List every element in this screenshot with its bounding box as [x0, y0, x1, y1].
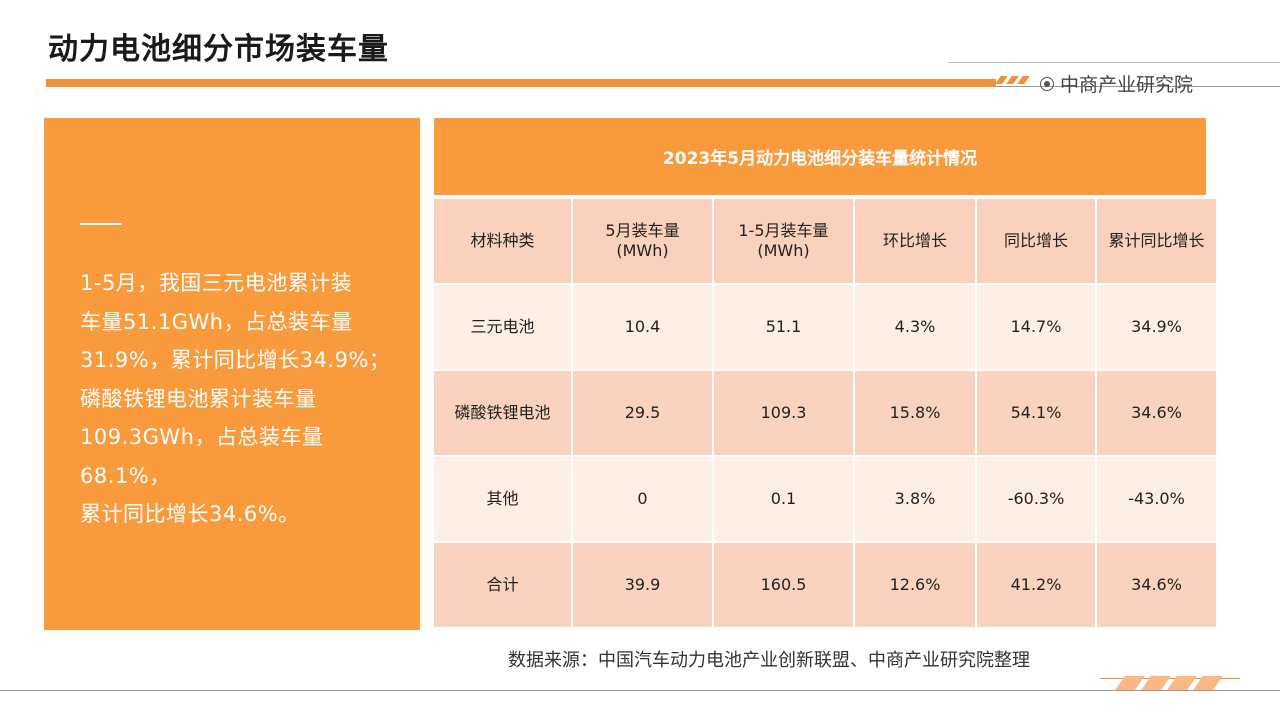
footer-accent-line	[1100, 678, 1240, 679]
table-cell: 3.8%	[855, 457, 975, 541]
title-rule	[996, 86, 1280, 87]
stats-table: 2023年5月动力电池细分装车量统计情况 材料种类 5月装车量 (MWh) 1-5…	[434, 118, 1216, 627]
brand-circle-icon	[1040, 76, 1054, 91]
table-cell: 其他	[434, 457, 571, 541]
table-cell: 15.8%	[855, 371, 975, 455]
table-cell: 14.7%	[977, 285, 1095, 369]
table-header-cell: 累计同比增长	[1097, 199, 1216, 283]
table-cell: 160.5	[714, 543, 853, 627]
table-cell: 10.4	[573, 285, 712, 369]
summary-text: 1-5月，我国三元电池累计装 车量51.1GWh，占总装车量 31.9%，累计同…	[80, 264, 394, 534]
table-header-cell: 1-5月装车量 (MWh)	[714, 199, 853, 283]
table-header-cell: 同比增长	[977, 199, 1095, 283]
summary-dash	[80, 223, 122, 225]
header-label: 同比增长	[1003, 231, 1068, 250]
table-cell: 34.9%	[1097, 285, 1216, 369]
data-source-note: 数据来源：中国汽车动力电池产业创新联盟、中商产业研究院整理	[508, 650, 1030, 671]
header-label: 5月装车量 (MWh)	[605, 221, 680, 260]
table-grid: 材料种类 5月装车量 (MWh) 1-5月装车量 (MWh) 环比增长 同比增长 累…	[434, 199, 1216, 627]
header-label: 环比增长	[882, 231, 947, 250]
table-cell: 12.6%	[855, 543, 975, 627]
summary-line: 磷酸铁锂电池累计装车量	[80, 386, 317, 411]
summary-line: 109.3GWh，占总装车量68.1%，	[80, 425, 324, 488]
brand-logo: 中商产业研究院	[1040, 70, 1193, 97]
summary-line: 1-5月，我国三元电池累计装	[80, 271, 353, 295]
title-thin-rule	[948, 62, 1280, 63]
header-label: 累计同比增长	[1108, 231, 1205, 250]
summary-line: 31.9%，累计同比增长34.9%；	[80, 348, 391, 372]
table-title: 2023年5月动力电池细分装车量统计情况	[434, 118, 1206, 195]
table-cell: 41.2%	[977, 543, 1095, 627]
table-header-cell: 5月装车量 (MWh)	[573, 199, 712, 283]
table-cell: -60.3%	[977, 457, 1095, 541]
summary-line: 累计同比增长34.6%。	[80, 502, 300, 526]
brand-name: 中商产业研究院	[1060, 74, 1194, 96]
table-cell: -43.0%	[1097, 457, 1216, 541]
table-cell: 34.6%	[1097, 543, 1216, 627]
table-header-cell: 材料种类	[434, 199, 571, 283]
table-header-cell: 环比增长	[855, 199, 975, 283]
footer-rule	[0, 690, 1280, 691]
table-cell: 三元电池	[434, 285, 571, 369]
title-underline	[46, 79, 996, 87]
header-label: 1-5月装车量 (MWh)	[738, 221, 829, 260]
table-cell: 109.3	[714, 371, 853, 455]
table-cell: 34.6%	[1097, 371, 1216, 455]
table-cell: 51.1	[714, 285, 853, 369]
table-cell: 合计	[434, 543, 571, 627]
table-cell: 0	[573, 457, 712, 541]
table-cell: 39.9	[573, 543, 712, 627]
table-cell: 磷酸铁锂电池	[434, 371, 571, 455]
table-cell: 4.3%	[855, 285, 975, 369]
summary-panel: 1-5月，我国三元电池累计装 车量51.1GWh，占总装车量 31.9%，累计同…	[44, 118, 420, 630]
header-label: 材料种类	[470, 231, 535, 250]
table-cell: 54.1%	[977, 371, 1095, 455]
summary-line: 车量51.1GWh，占总装车量	[80, 309, 353, 334]
table-cell: 0.1	[714, 457, 853, 541]
table-cell: 29.5	[573, 371, 712, 455]
page-title: 动力电池细分市场装车量	[48, 32, 389, 67]
